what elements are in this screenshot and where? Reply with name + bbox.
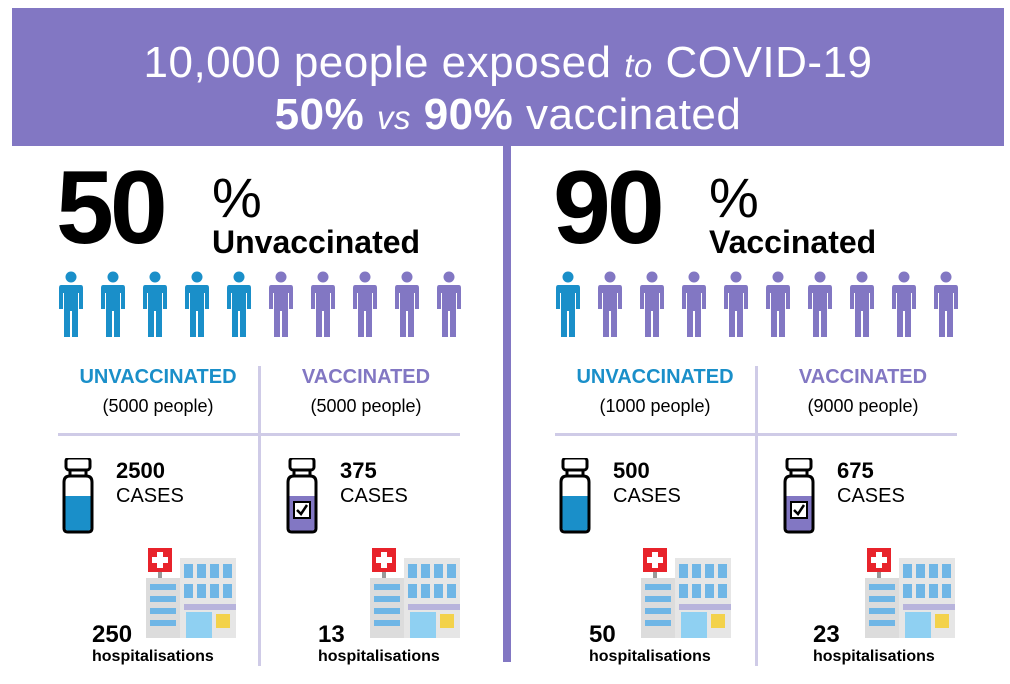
header-text-exposed: 10,000 people exposed <box>143 38 612 87</box>
vaccinated-cases-label: CASES <box>837 485 905 507</box>
vaccinated-cases-number: 375 <box>340 458 377 483</box>
vaccinated-person-icon <box>765 271 791 339</box>
vaccinated-cases-label: CASES <box>340 485 408 507</box>
vaccinated-person-icon <box>352 271 378 339</box>
unvaccinated-cases-label: CASES <box>613 485 681 507</box>
unvaccinated-hospital-icon <box>146 548 236 638</box>
people-icons-row <box>555 271 957 341</box>
vaccinated-person-icon <box>639 271 665 339</box>
vaccinated-header: VACCINATED <box>798 366 928 388</box>
vaccinated-cases-number: 675 <box>837 458 874 483</box>
unvaccinated-hospital-icon <box>641 548 731 638</box>
vaccinated-header: VACCINATED <box>301 366 431 388</box>
vaccinated-person-icon <box>807 271 833 339</box>
header-text-covid: COVID-19 <box>665 38 873 87</box>
unvaccinated-header: UNVACCINATED <box>576 366 734 388</box>
unvaccinated-person-icon <box>226 271 252 339</box>
vaccinated-person-icon <box>436 271 462 339</box>
vaccinated-person-icon <box>268 271 294 339</box>
vaccinated-person-icon <box>597 271 623 339</box>
header-line-2: 50% vs 90% vaccinated <box>12 93 1004 137</box>
vaccinated-person-icon <box>394 271 420 339</box>
panel-90-percent: 90 % Vaccinated UNVACCINATED (1000 peopl… <box>497 146 957 676</box>
vaccinated-person-icon <box>310 271 336 339</box>
big-percentage-number: 50 <box>56 150 168 266</box>
header-text-to: to <box>624 47 653 84</box>
vaccinated-vial-icon <box>779 458 819 534</box>
unvaccinated-hospitalisations-label: hospitalisations <box>589 648 711 665</box>
vaccinated-hospitalisations-label: hospitalisations <box>813 648 935 665</box>
vaccinated-hospital-icon <box>370 548 460 638</box>
unvaccinated-hospitalisations-number: 50 <box>589 621 616 648</box>
unvaccinated-people-count: (1000 people) <box>599 396 711 416</box>
header-text-vaccinated: vaccinated <box>526 90 742 139</box>
vertical-separator <box>258 366 261 666</box>
vaccinated-person-icon <box>891 271 917 339</box>
vaccinated-hospitalisations-number: 23 <box>813 621 840 648</box>
big-percentage-number: 90 <box>553 150 665 266</box>
unvaccinated-hospitalisations-number: 250 <box>92 621 133 648</box>
unvaccinated-cases-number: 500 <box>613 458 650 483</box>
vaccinated-people-count: (9000 people) <box>807 396 919 416</box>
vaccinated-vial-icon <box>282 458 322 534</box>
header-banner: 10,000 people exposed to COVID-19 50% vs… <box>12 8 1004 146</box>
unvaccinated-person-icon <box>142 271 168 339</box>
unvaccinated-cases-label: CASES <box>116 485 184 507</box>
header-percent-50: 50% <box>274 90 365 139</box>
panel-divider <box>503 146 511 662</box>
unvaccinated-person-icon <box>58 271 84 339</box>
unvaccinated-cases-number: 2500 <box>116 458 165 483</box>
vaccinated-person-icon <box>723 271 749 339</box>
vaccinated-person-icon <box>681 271 707 339</box>
vaccinated-hospitalisations-label: hospitalisations <box>318 648 440 665</box>
header-line-1: 10,000 people exposed to COVID-19 <box>12 41 1004 85</box>
unvaccinated-header: UNVACCINATED <box>79 366 237 388</box>
percent-sign: % <box>212 166 262 229</box>
unvaccinated-person-icon <box>100 271 126 339</box>
people-icons-row <box>58 271 460 341</box>
header-text-vs: vs <box>376 99 411 136</box>
vaccinated-person-icon <box>933 271 959 339</box>
panel-50-percent: 50 % Unvaccinated UNVACCINATED (5000 peo… <box>0 146 460 676</box>
unvaccinated-vial-icon <box>555 458 595 534</box>
unvaccinated-person-icon <box>184 271 210 339</box>
vaccinated-hospital-icon <box>865 548 955 638</box>
vaccinated-hospitalisations-number: 13 <box>318 621 345 648</box>
big-percentage-label: Unvaccinated <box>212 224 421 260</box>
unvaccinated-vial-icon <box>58 458 98 534</box>
vaccinated-people-count: (5000 people) <box>310 396 422 416</box>
unvaccinated-people-count: (5000 people) <box>102 396 214 416</box>
vertical-separator <box>755 366 758 666</box>
vaccinated-person-icon <box>849 271 875 339</box>
percent-sign: % <box>709 166 759 229</box>
unvaccinated-person-icon <box>555 271 581 339</box>
unvaccinated-hospitalisations-label: hospitalisations <box>92 648 214 665</box>
big-percentage-label: Vaccinated <box>709 224 877 260</box>
header-percent-90: 90% <box>423 90 514 139</box>
